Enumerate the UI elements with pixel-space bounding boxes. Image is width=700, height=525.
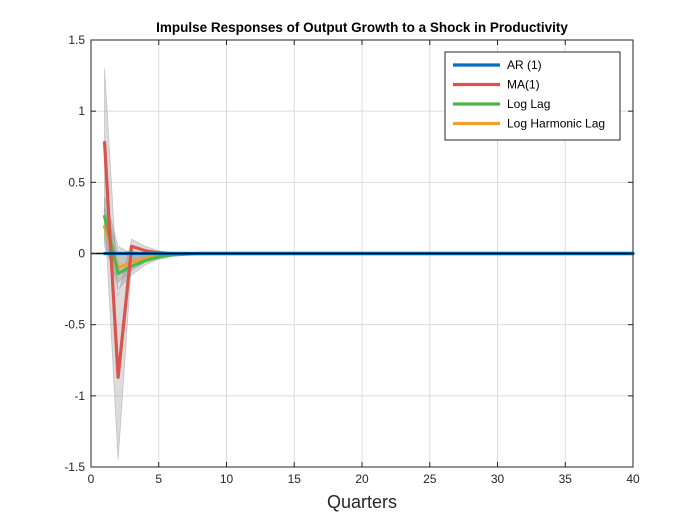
x-tick-label: 25: [423, 472, 437, 486]
y-tick-label: -1.5: [64, 460, 85, 474]
chart-title: Impulse Responses of Output Growth to a …: [156, 20, 568, 35]
y-tick-label: 1.5: [68, 33, 85, 47]
y-tick-label: 0.5: [68, 175, 85, 189]
y-tick-label: 0: [78, 247, 85, 261]
legend-label: Log Lag: [507, 97, 550, 111]
x-tick-label: 15: [288, 472, 302, 486]
x-tick-label: 0: [88, 472, 95, 486]
x-tick-label: 35: [559, 472, 573, 486]
y-tick-label: -1: [74, 389, 85, 403]
legend: AR (1) MA(1) Log Lag Log Harmonic Lag: [444, 51, 621, 141]
x-tick-label: 10: [220, 472, 234, 486]
x-axis-label: Quarters: [327, 492, 397, 512]
legend-label: AR (1): [507, 58, 542, 72]
legend-box: [444, 51, 621, 141]
x-tick-label: 20: [355, 472, 369, 486]
y-tick-label: 1: [78, 104, 85, 118]
x-axis-ticks: 0 5 10 15 20 25 30 35 40: [88, 40, 640, 486]
x-tick-label: 40: [626, 472, 640, 486]
legend-label: Log Harmonic Lag: [507, 117, 605, 131]
legend-label: MA(1): [507, 78, 540, 92]
x-tick-label: 30: [491, 472, 505, 486]
y-axis-ticks: 1.5 1 0.5 0 -0.5 -1 -1.5: [64, 33, 633, 474]
x-tick-label: 5: [155, 472, 162, 486]
y-tick-label: -0.5: [64, 318, 85, 332]
series-lines: [91, 140, 635, 379]
